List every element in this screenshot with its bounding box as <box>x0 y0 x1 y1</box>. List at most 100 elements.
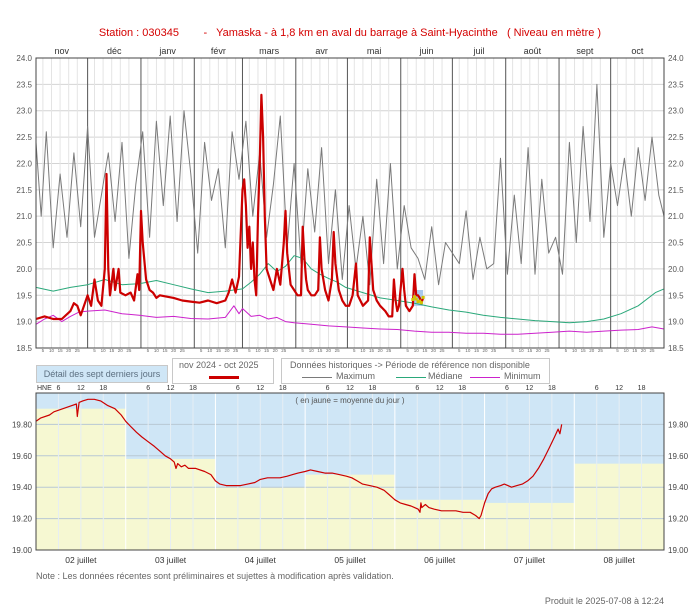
daily-mean-marker <box>411 297 415 301</box>
y-tick-label-right: 22.0 <box>668 159 684 168</box>
unit-label: ( Niveau en mètre ) <box>506 27 602 39</box>
detail-day-label: 07 juillet <box>514 555 546 565</box>
y-tick-label-left: 21.0 <box>16 212 32 221</box>
day-tick-label: 20 <box>536 348 542 353</box>
day-tick-label: 25 <box>180 348 186 353</box>
month-label: janv <box>158 46 176 56</box>
day-tick-label: 5 <box>200 348 203 353</box>
legend-minimum-label: Minimum <box>504 371 541 381</box>
series-line-maximum <box>35 83 665 286</box>
month-label: août <box>524 46 542 56</box>
legend-period: nov 2024 - oct 2025 <box>172 358 274 384</box>
detail-axis-label: HNE <box>37 385 52 392</box>
footer-note: Note : Les données récentes sont prélimi… <box>36 571 394 581</box>
detail-hour-tick-label: 12 <box>256 385 264 392</box>
detail-hour-tick-label: 18 <box>638 385 646 392</box>
detail-daily-mean-note: ( en jaune = moyenne du jour ) <box>295 396 405 405</box>
y-tick-label-left: 22.5 <box>16 133 32 142</box>
legend-maximum-swatch <box>302 377 332 378</box>
month-label: avr <box>315 46 328 56</box>
y-tick-label-right: 24.0 <box>668 54 684 63</box>
day-tick-label: 20 <box>589 348 595 353</box>
detail-day-label: 08 juillet <box>604 555 636 565</box>
detail-y-tick-label-left: 19.80 <box>12 420 33 429</box>
day-tick-label: 25 <box>491 348 497 353</box>
detail-y-tick-label-right: 19.60 <box>668 452 689 461</box>
day-tick-label: 15 <box>216 348 222 353</box>
y-tick-label-right: 19.0 <box>668 318 684 327</box>
day-tick-label: 15 <box>109 348 115 353</box>
legend-historical-label: Données historiques -> Période de référe… <box>290 360 530 370</box>
y-tick-label-right: 19.5 <box>668 291 684 300</box>
series-line-minimum <box>35 305 665 335</box>
day-tick-label: 15 <box>581 348 587 353</box>
day-tick-label: 25 <box>233 348 239 353</box>
detail-hour-tick-label: 12 <box>346 385 354 392</box>
y-tick-label-left: 20.0 <box>16 265 32 274</box>
day-tick-label: 5 <box>565 348 568 353</box>
detail-y-tick-label-right: 19.00 <box>668 546 689 555</box>
legend-maximum-label: Maximum <box>336 371 376 381</box>
y-tick-label-right: 21.5 <box>668 186 684 195</box>
day-tick-label: 15 <box>58 348 64 353</box>
day-tick-label: 10 <box>101 348 107 353</box>
y-tick-label-left: 21.5 <box>16 186 32 195</box>
detail-y-tick-label-right: 19.80 <box>668 420 689 429</box>
detail-hour-tick-label: 18 <box>279 385 287 392</box>
detail-day-label: 05 juillet <box>334 555 366 565</box>
detail-title: Détail des sept derniers jours <box>36 365 168 383</box>
day-tick-label: 10 <box>255 348 261 353</box>
y-tick-label-right: 22.5 <box>668 133 684 142</box>
daily-mean-marker <box>413 295 417 299</box>
detail-hour-tick-label: 6 <box>56 385 60 392</box>
day-tick-label: 20 <box>326 348 332 353</box>
day-tick-label: 10 <box>360 348 366 353</box>
detail-day-label: 03 juillet <box>155 555 187 565</box>
y-tick-label-right: 20.0 <box>668 265 684 274</box>
daily-mean-marker <box>421 295 425 299</box>
day-tick-label: 5 <box>458 348 461 353</box>
day-tick-label: 5 <box>301 348 304 353</box>
daily-mean-marker <box>419 301 423 305</box>
day-tick-label: 10 <box>49 348 55 353</box>
day-tick-label: 5 <box>248 348 251 353</box>
day-tick-label: 25 <box>75 348 81 353</box>
month-label: mai <box>367 46 382 56</box>
day-tick-label: 15 <box>369 348 375 353</box>
legend-median-swatch <box>396 377 426 378</box>
month-label: juin <box>419 46 434 56</box>
day-tick-label: 5 <box>147 348 150 353</box>
day-tick-label: 5 <box>511 348 514 353</box>
detail-y-tick-label-right: 19.40 <box>668 483 689 492</box>
title-separator: - <box>203 27 208 39</box>
month-label: sept <box>576 46 594 56</box>
daily-mean-marker <box>418 299 422 303</box>
series-line-médiane <box>35 255 665 324</box>
legend-period-label: nov 2024 - oct 2025 <box>179 360 259 370</box>
day-tick-label: 10 <box>519 348 525 353</box>
day-tick-label: 15 <box>163 348 169 353</box>
y-tick-label-left: 19.5 <box>16 291 32 300</box>
detail-y-tick-label-right: 19.20 <box>668 515 689 524</box>
detail-plot-border <box>35 392 665 551</box>
day-tick-label: 20 <box>431 348 437 353</box>
station-label: Station : 030345 <box>98 27 179 39</box>
month-label: oct <box>631 46 644 56</box>
y-tick-label-right: 23.0 <box>668 107 684 116</box>
day-tick-label: 10 <box>624 348 630 353</box>
day-tick-label: 25 <box>649 348 655 353</box>
detail-hour-tick-label: 12 <box>167 385 175 392</box>
day-tick-label: 10 <box>572 348 578 353</box>
month-label: mars <box>259 46 279 56</box>
y-tick-label-left: 23.5 <box>16 80 32 89</box>
day-tick-label: 10 <box>207 348 213 353</box>
day-tick-label: 10 <box>309 348 315 353</box>
produced-timestamp: Produit le 2025-07-08 à 12:24 <box>544 596 664 606</box>
detail-y-tick-label-left: 19.20 <box>12 515 33 524</box>
annual-level-chart: 18.5 18.5 19.0 19.0 19.5 19.5 20.0 20.0 20.5 20.5… <box>16 46 684 353</box>
y-tick-label-right: 18.5 <box>668 344 684 353</box>
chart-title: Station : 030345 - Yamaska - à 1,8 km en… <box>0 27 700 39</box>
day-tick-label: 15 <box>527 348 533 353</box>
detail-hour-tick-label: 6 <box>595 385 599 392</box>
legend-current-swatch <box>209 376 239 379</box>
